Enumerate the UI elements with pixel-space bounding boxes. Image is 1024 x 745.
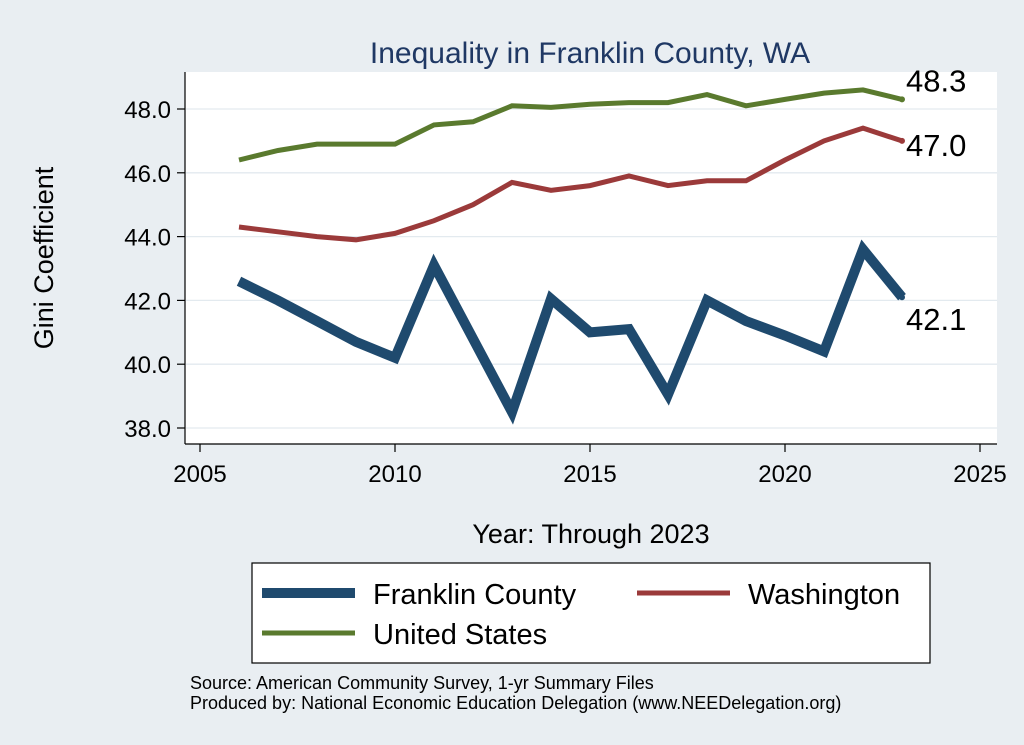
x-tick-label: 2015 bbox=[563, 461, 616, 488]
y-tick-label: 48.0 bbox=[124, 97, 171, 124]
producer-note: Produced by: National Economic Education… bbox=[190, 693, 841, 713]
y-tick-label: 46.0 bbox=[124, 161, 171, 188]
end-label-washington: 47.0 bbox=[906, 128, 966, 163]
y-tick-label: 42.0 bbox=[124, 288, 171, 315]
y-tick-label: 40.0 bbox=[124, 352, 171, 379]
legend-box bbox=[251, 562, 931, 664]
series-endpoint-washington bbox=[899, 137, 905, 144]
end-label-franklin-county: 42.1 bbox=[906, 302, 966, 337]
legend: Franklin County Washington United States bbox=[251, 562, 931, 664]
tick-labels: 38.0 40.0 42.0 44.0 46.0 48.0 2005 2010 2015 2020… bbox=[124, 97, 1006, 488]
series-lines bbox=[236, 87, 906, 425]
x-axis-title: Year: Through 2023 bbox=[472, 519, 709, 549]
series-endpoint-united-states bbox=[899, 96, 905, 103]
source-note: Source: American Community Survey, 1-yr … bbox=[190, 673, 654, 693]
x-tick-label: 2025 bbox=[953, 461, 1006, 488]
legend-label-franklin-county: Franklin County bbox=[373, 579, 577, 611]
y-tick-label: 44.0 bbox=[124, 225, 171, 252]
legend-label-united-states: United States bbox=[373, 619, 547, 651]
end-label-united-states: 48.3 bbox=[906, 63, 966, 98]
axes bbox=[184, 72, 997, 445]
series-line-united-states bbox=[238, 87, 903, 163]
chart-title: Inequality in Franklin County, WA bbox=[370, 37, 810, 70]
legend-label-washington: Washington bbox=[748, 579, 900, 611]
y-tick-label: 38.0 bbox=[124, 416, 171, 443]
x-tick-label: 2005 bbox=[173, 461, 226, 488]
y-axis-title: Gini Coefficient bbox=[29, 166, 59, 349]
x-tick-label: 2010 bbox=[368, 461, 421, 488]
series-line-washington bbox=[238, 125, 903, 243]
end-labels: 42.1 47.0 48.3 bbox=[906, 63, 966, 337]
series-endpoint-franklin-county bbox=[899, 294, 905, 301]
series-line-franklin-county bbox=[236, 239, 906, 425]
x-tick-label: 2020 bbox=[758, 461, 811, 488]
